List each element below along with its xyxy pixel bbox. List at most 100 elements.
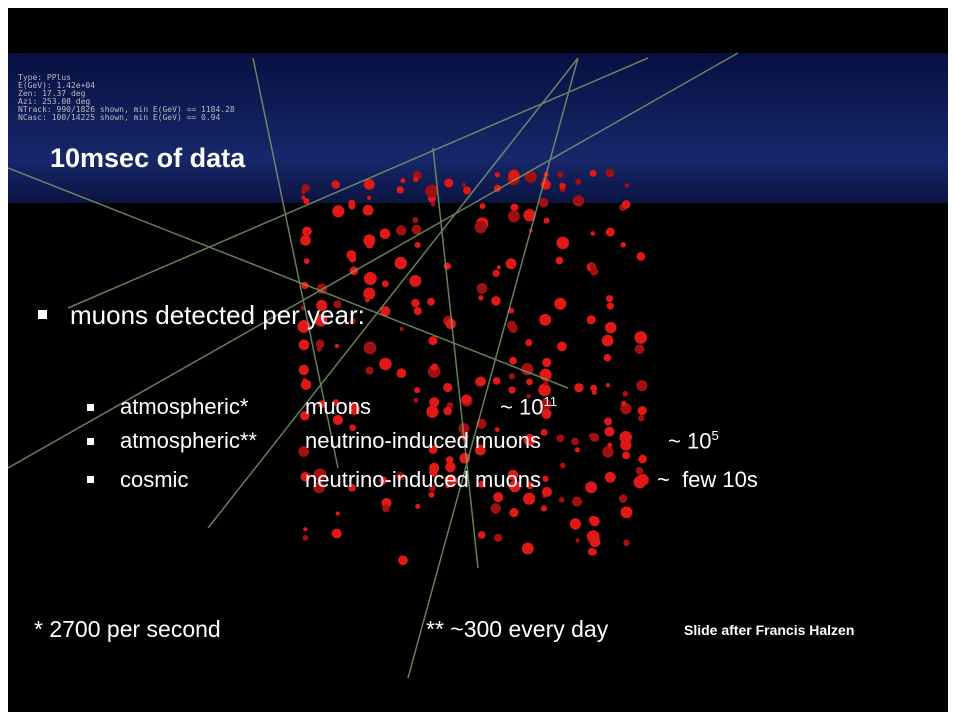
hit xyxy=(349,255,356,262)
hit xyxy=(589,433,594,438)
hit xyxy=(396,225,407,236)
hit xyxy=(619,494,627,502)
hit xyxy=(572,497,582,507)
hit xyxy=(539,314,551,326)
bullet-mark xyxy=(38,310,47,319)
hit xyxy=(396,186,403,193)
hit xyxy=(397,368,407,378)
hit xyxy=(509,508,518,517)
hit xyxy=(590,549,597,556)
hit xyxy=(303,527,307,531)
hit xyxy=(414,307,422,315)
hit xyxy=(425,185,438,198)
hit xyxy=(302,227,312,237)
hit xyxy=(575,447,580,452)
hit xyxy=(366,367,374,375)
hit xyxy=(491,296,501,306)
hit xyxy=(543,381,548,386)
hit xyxy=(429,397,439,407)
hit xyxy=(557,172,563,178)
hit xyxy=(444,178,453,187)
hit xyxy=(623,540,629,546)
hit xyxy=(476,377,486,387)
row-kind: neutrino-induced muons xyxy=(305,467,541,493)
hit xyxy=(462,183,466,187)
hit xyxy=(446,456,454,464)
hit xyxy=(604,354,612,362)
hit xyxy=(382,280,389,287)
hit xyxy=(539,198,549,208)
hit xyxy=(363,288,375,300)
hit xyxy=(492,270,499,277)
hit xyxy=(575,538,579,542)
hit xyxy=(443,407,452,416)
hit xyxy=(606,228,615,237)
hit xyxy=(604,427,614,437)
hit xyxy=(300,235,311,246)
hit xyxy=(541,429,548,436)
hit xyxy=(620,242,625,247)
hit xyxy=(556,237,569,250)
hit xyxy=(559,497,565,503)
hit xyxy=(494,534,502,542)
hit xyxy=(331,180,339,188)
hit xyxy=(365,298,370,303)
slide: Type: PPlus E(GeV): 1.42e+04 Zen: 17.37 … xyxy=(8,8,948,712)
hit xyxy=(363,341,376,354)
hit xyxy=(409,275,421,287)
hit xyxy=(477,283,488,294)
track xyxy=(8,168,568,388)
hit xyxy=(507,321,516,330)
hit xyxy=(302,365,307,370)
hit xyxy=(557,342,567,352)
hit xyxy=(508,170,519,181)
hit xyxy=(478,295,483,300)
hit xyxy=(398,555,408,565)
hit xyxy=(636,467,643,474)
hit xyxy=(411,225,421,235)
hit xyxy=(414,387,420,393)
hit xyxy=(637,252,646,261)
hit xyxy=(523,493,535,505)
rate-exponent: 5 xyxy=(711,428,718,443)
rate-base: ~ 10 xyxy=(668,428,711,453)
hit xyxy=(556,257,564,265)
hit xyxy=(490,503,501,514)
row-source: atmospheric** xyxy=(120,428,257,454)
hit xyxy=(638,455,647,464)
hit xyxy=(363,205,374,216)
row-source: atmospheric* xyxy=(120,394,248,420)
hit xyxy=(585,481,597,493)
hit xyxy=(431,202,436,207)
hit xyxy=(415,242,421,248)
hit xyxy=(606,383,610,387)
hit xyxy=(367,196,371,200)
hit xyxy=(544,218,550,224)
hit xyxy=(428,336,437,345)
hit xyxy=(619,431,631,443)
bullet: muons detected per year: xyxy=(70,300,365,331)
hit xyxy=(426,406,438,418)
hit xyxy=(479,203,485,209)
hit xyxy=(299,340,310,351)
hit xyxy=(335,344,339,348)
row-rate: ~ 1011 xyxy=(500,394,557,420)
hit xyxy=(570,518,581,529)
page: Type: PPlus E(GeV): 1.42e+04 Zen: 17.37 … xyxy=(0,0,955,723)
hit xyxy=(510,203,518,211)
hit xyxy=(621,506,633,518)
hit xyxy=(574,383,583,392)
hit xyxy=(400,327,404,331)
hit xyxy=(605,472,616,483)
row-source: cosmic xyxy=(120,467,188,493)
hit xyxy=(624,183,629,188)
hit xyxy=(636,474,649,487)
hit xyxy=(556,434,564,442)
hit xyxy=(495,172,500,177)
hit xyxy=(317,347,322,352)
hit xyxy=(590,231,595,236)
hit xyxy=(379,358,391,370)
hit xyxy=(303,535,309,541)
overlay-line: NCasc: 100/14225 shown, min E(GeV) == 0.… xyxy=(18,114,220,122)
hit xyxy=(445,319,455,329)
